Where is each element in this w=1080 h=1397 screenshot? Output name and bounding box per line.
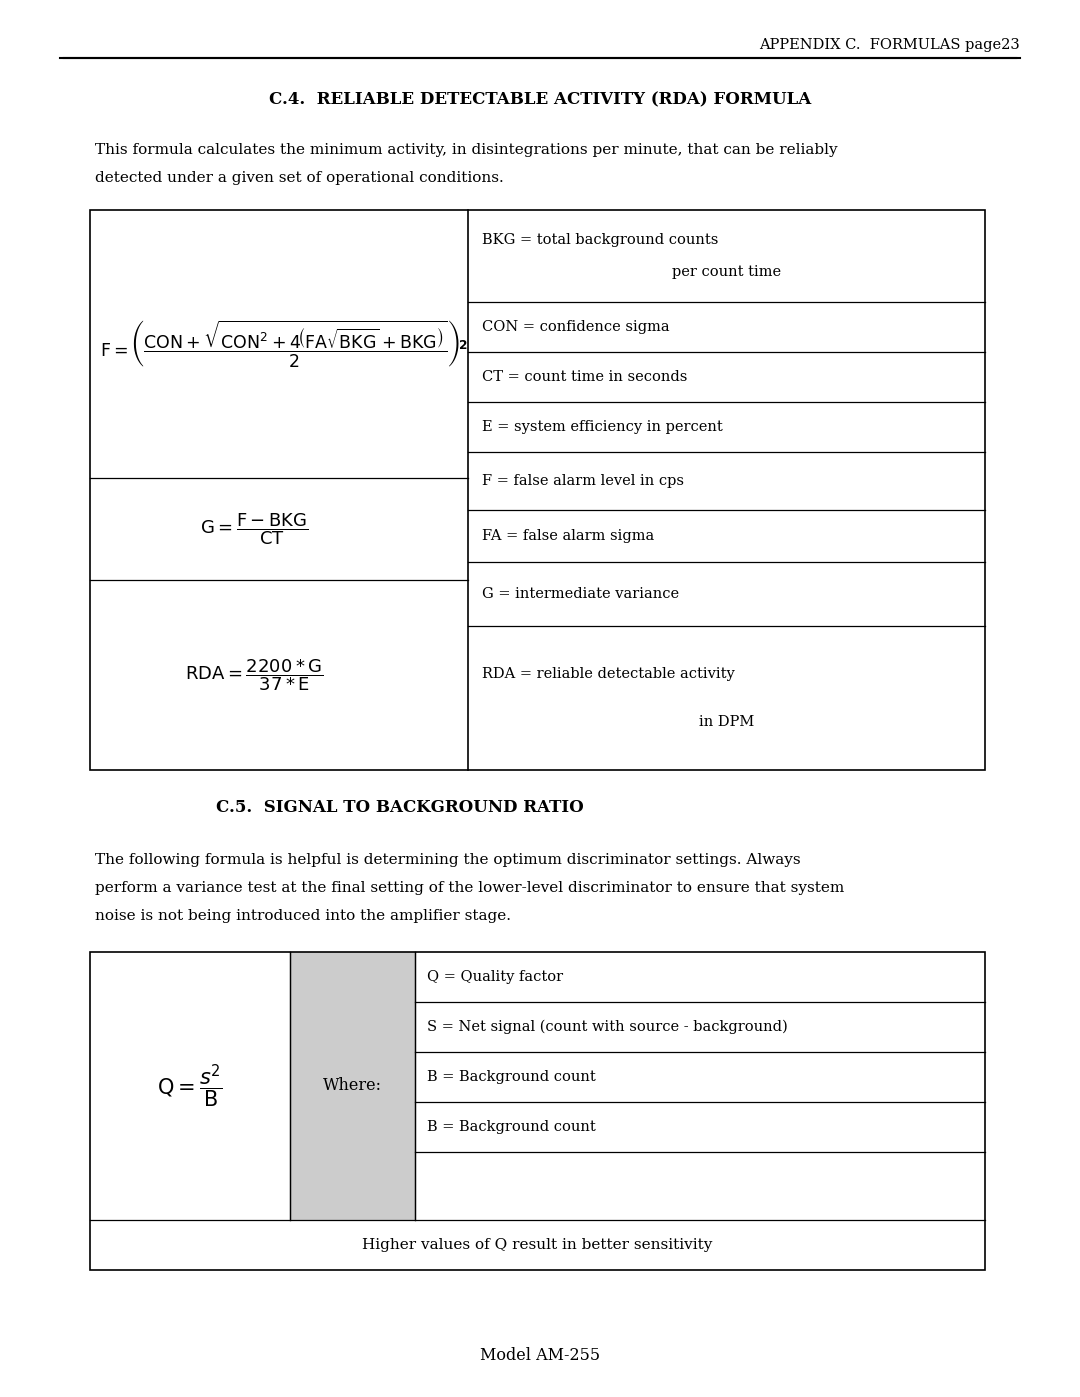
Bar: [90, 951, 985, 1270]
Text: Where:: Where:: [323, 1077, 382, 1094]
Text: $\mathrm{Q} = \dfrac{s^{2}}{\mathrm{B}}$: $\mathrm{Q} = \dfrac{s^{2}}{\mathrm{B}}$: [157, 1062, 222, 1109]
Text: F = false alarm level in cps: F = false alarm level in cps: [482, 474, 684, 488]
Text: BKG = total background counts: BKG = total background counts: [482, 233, 718, 247]
Text: C.5.  SIGNAL TO BACKGROUND RATIO: C.5. SIGNAL TO BACKGROUND RATIO: [216, 799, 584, 816]
Bar: [291, 951, 415, 1220]
Text: FA = false alarm sigma: FA = false alarm sigma: [482, 529, 654, 543]
Text: APPENDIX C.  FORMULAS page23: APPENDIX C. FORMULAS page23: [759, 38, 1020, 52]
Text: CT = count time in seconds: CT = count time in seconds: [482, 370, 687, 384]
Text: The following formula is helpful is determining the optimum discriminator settin: The following formula is helpful is dete…: [95, 854, 800, 868]
Text: RDA = reliable detectable activity: RDA = reliable detectable activity: [482, 666, 734, 680]
Bar: [90, 210, 985, 770]
Text: B = Background count: B = Background count: [427, 1070, 596, 1084]
Text: Model AM-255: Model AM-255: [480, 1347, 600, 1363]
Text: S = Net signal (count with source - background): S = Net signal (count with source - back…: [427, 1020, 787, 1034]
Text: noise is not being introduced into the amplifier stage.: noise is not being introduced into the a…: [95, 909, 511, 923]
Text: Q = Quality factor: Q = Quality factor: [427, 970, 563, 983]
Text: E = system efficiency in percent: E = system efficiency in percent: [482, 420, 723, 434]
Text: perform a variance test at the final setting of the lower-level discriminator to: perform a variance test at the final set…: [95, 882, 845, 895]
Text: This formula calculates the minimum activity, in disintegrations per minute, tha: This formula calculates the minimum acti…: [95, 142, 838, 156]
Text: detected under a given set of operational conditions.: detected under a given set of operationa…: [95, 170, 503, 184]
Text: $\mathrm{F} = \left(\dfrac{\mathrm{CON}+\sqrt{\mathrm{CON}^{2}+4\!\left(\mathrm{: $\mathrm{F} = \left(\dfrac{\mathrm{CON}+…: [100, 319, 468, 369]
Text: $\mathrm{RDA} = \dfrac{2200 * \mathrm{G}}{37 * \mathrm{E}}$: $\mathrm{RDA} = \dfrac{2200 * \mathrm{G}…: [185, 657, 324, 693]
Text: CON = confidence sigma: CON = confidence sigma: [482, 320, 670, 334]
Text: per count time: per count time: [672, 264, 781, 278]
Text: C.4.  RELIABLE DETECTABLE ACTIVITY (RDA) FORMULA: C.4. RELIABLE DETECTABLE ACTIVITY (RDA) …: [269, 91, 811, 109]
Text: in DPM: in DPM: [699, 715, 754, 729]
Text: $\mathrm{G} = \dfrac{\mathrm{F}-\mathrm{BKG}}{\mathrm{CT}}$: $\mathrm{G} = \dfrac{\mathrm{F}-\mathrm{…: [200, 511, 309, 546]
Text: Higher values of Q result in better sensitivity: Higher values of Q result in better sens…: [362, 1238, 713, 1252]
Text: G = intermediate variance: G = intermediate variance: [482, 587, 679, 601]
Text: B = Background count: B = Background count: [427, 1120, 596, 1134]
